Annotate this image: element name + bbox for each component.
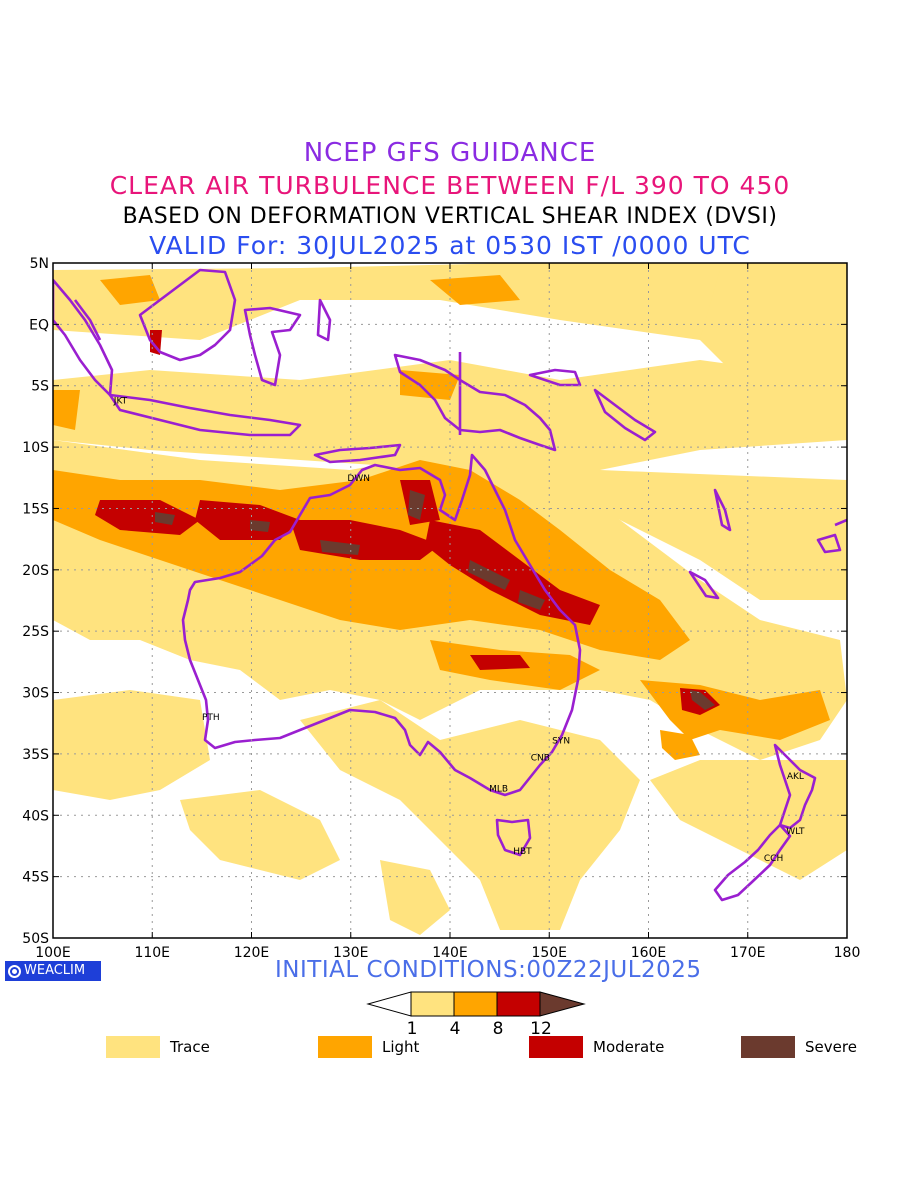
station-label-hbt: HBT [513,847,532,857]
legend-light-label: Light [382,1038,420,1056]
legend-severe-label: Severe [805,1038,857,1056]
y-tick-label: 25S [22,624,49,640]
coast-malay [73,299,102,341]
colorbar-severe-arrow [539,991,586,1017]
title-line2: CLEAR AIR TURBULENCE BETWEEN F/L 390 TO … [109,171,791,200]
coastlines [53,268,847,902]
coast-new-caledonia [688,570,720,600]
legend-trace: Trace [106,1036,210,1058]
gridlines [53,263,847,938]
coast-halmahera [316,298,332,342]
x-tick-label: 130E [333,945,369,961]
station-label-akl: AKL [787,772,804,782]
station-label-pth: PTH [202,713,220,723]
y-tick-label: 45S [22,870,49,886]
y-tick-label: 35S [22,747,49,763]
x-tick-label: 160E [631,945,667,961]
weaclim-label: WEACLIM [24,963,86,978]
moderate-area [95,330,720,715]
coast-fiji-east [834,518,847,527]
y-tick-label: 50S [22,931,49,947]
title-line3: BASED ON DEFORMATION VERTICAL SHEAR INDE… [122,204,778,229]
coast-nz-south [713,823,792,902]
legend-moderate-swatch [529,1036,583,1058]
severe-area [155,490,715,710]
title-line1: NCEP GFS GUIDANCE [303,138,597,168]
colorbar-level-4: 4 [450,1019,461,1039]
legend-trace-label: Trace [170,1038,210,1056]
y-tick-label: 5N [30,256,49,272]
station-label-dwn: DWN [347,474,370,484]
coast-sulawesi [243,306,302,387]
x-tick-label: 140E [432,945,468,961]
station-label-cch: CCH [764,854,783,864]
y-tick-label: EQ [29,317,49,333]
station-label-cnb: CNB [531,754,550,764]
title-line4: VALID For: 30JUL2025 at 0530 IST /0000 U… [149,231,751,260]
initial-conditions: INITIAL CONDITIONS:00Z22JUL2025 [275,957,702,983]
x-tick-label: 180 [834,945,861,961]
legend-moderate-label: Moderate [593,1038,665,1056]
coast-new-britain [528,368,582,387]
x-tick-label: 110E [134,945,170,961]
coast-fiji [816,533,842,554]
coast-tasmania [495,818,532,857]
coast-java [108,393,302,437]
legend-trace-swatch [106,1036,160,1058]
station-label-wlt: WLT [786,827,805,837]
y-tick-label: 20S [22,563,49,579]
axis-ticks: 100E 110E 120E 130E 140E 150E 160E 170E 180 5N EQ 5… [22,256,860,961]
weaclim-logo-icon [8,964,21,978]
x-tick-label: 170E [730,945,766,961]
legend-light-swatch [318,1036,372,1058]
y-tick-label: 30S [22,686,49,702]
coast-nz-north [773,743,817,830]
legend-moderate: Moderate [529,1036,664,1058]
coast-timor [313,443,402,464]
colorbar-low-arrow [366,991,412,1017]
coast-vanuatu [713,488,732,532]
colorbar-level-8: 8 [493,1019,504,1039]
legend-severe-swatch [741,1036,795,1058]
station-label-jkt: JKT [113,396,128,406]
coast-borneo [138,268,237,362]
legend-light: Light [318,1036,419,1058]
y-tick-label: 40S [22,808,49,824]
colorbar: 1 4 8 12 [366,991,586,1039]
colorbar-trace [410,991,455,1017]
weaclim-badge: WEACLIM [5,961,101,981]
coast-new-guinea [393,353,557,452]
y-tick-label: 5S [31,379,49,395]
colorbar-level-1: 1 [407,1019,418,1039]
y-tick-label: 15S [22,501,49,517]
x-tick-label: 100E [35,945,71,961]
station-label-mlb: MLB [489,784,508,794]
y-tick-label: 10S [22,440,49,456]
coast-solomons [593,388,657,442]
colorbar-moderate [496,991,541,1017]
legend-severe: Severe [741,1036,857,1058]
x-tick-label: 150E [531,945,567,961]
coast-australia [181,453,582,797]
colorbar-light [453,991,498,1017]
x-tick-label: 120E [234,945,270,961]
station-label-syn: SYN [552,736,570,746]
colorbar-level-12: 12 [530,1019,552,1039]
